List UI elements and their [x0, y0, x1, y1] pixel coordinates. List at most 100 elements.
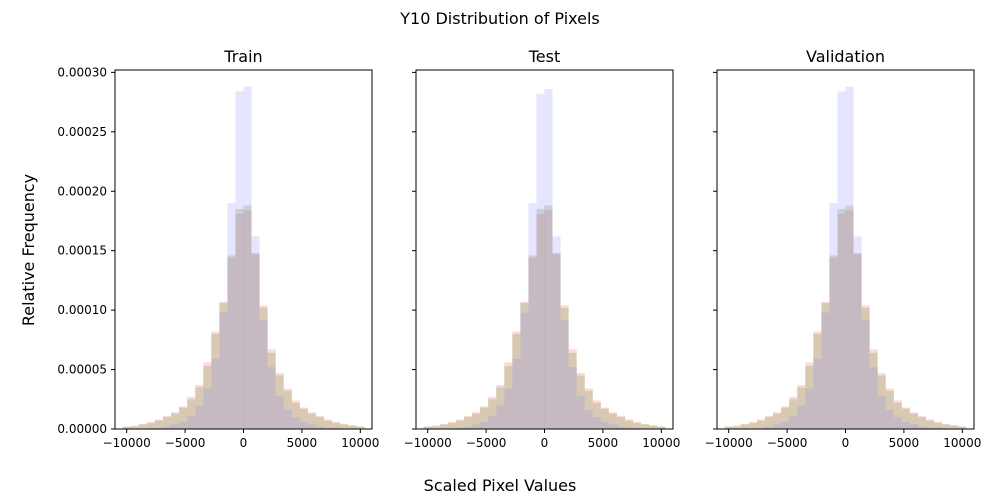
histogram-bar [909, 413, 918, 429]
histogram-bar [724, 426, 733, 429]
histogram-bar [138, 424, 147, 429]
histogram-bar [146, 423, 155, 429]
histogram-bar [227, 255, 236, 429]
histogram-bar [633, 423, 642, 429]
histogram-bar [219, 312, 228, 429]
histogram-bar [227, 257, 236, 429]
histogram-bar [821, 301, 830, 429]
histogram-bar [600, 407, 609, 429]
histogram-bar [496, 405, 505, 429]
histogram-bar [122, 426, 131, 429]
histogram-bar [219, 302, 228, 429]
histogram-bar [480, 421, 489, 429]
histogram-bar [926, 419, 935, 429]
histogram-bar [171, 412, 180, 429]
histogram-bar [950, 425, 959, 429]
histogram-bar [138, 424, 147, 429]
histogram-bar [203, 362, 212, 429]
histogram-bar [877, 395, 886, 429]
histogram-bar [797, 387, 806, 429]
histogram-bar [528, 203, 537, 429]
histogram-bar [885, 388, 894, 429]
histogram-bar [356, 426, 365, 429]
histogram-bar [243, 205, 252, 429]
histogram-bar [926, 420, 935, 429]
histogram-bar [805, 362, 814, 429]
histogram-bar [901, 421, 910, 429]
histogram-bar [324, 419, 333, 429]
histogram-bar [625, 427, 634, 429]
histogram-bar [821, 302, 830, 429]
histogram-bar [496, 385, 505, 429]
y-tick-label: 0.00025 [57, 125, 107, 139]
histogram-bar [463, 417, 473, 429]
histogram-series-3 [154, 86, 341, 430]
x-tick-label: −5000 [767, 436, 808, 450]
histogram-bar [552, 236, 561, 429]
histogram-bar [291, 417, 300, 429]
histogram-bar [544, 205, 553, 429]
histogram-bar [764, 426, 774, 429]
x-tick-label: −10000 [103, 436, 151, 450]
histogram-bar [813, 358, 822, 429]
y-tick-label: 0.00000 [57, 422, 107, 436]
histogram-bar [536, 209, 545, 429]
histogram-bar [576, 375, 585, 429]
histogram-bar [608, 412, 617, 429]
x-tick-label: 5000 [889, 436, 920, 450]
histogram-bar [315, 417, 325, 429]
histogram-bar [592, 400, 601, 429]
histogram-bar [348, 425, 357, 429]
histogram-bar [243, 86, 252, 429]
x-tick-label: 0 [240, 436, 248, 450]
x-tick-label: 5000 [287, 436, 318, 450]
histogram-bar [520, 302, 529, 429]
histogram-bar [291, 402, 300, 429]
histogram-bar [657, 426, 666, 429]
histogram-bar [740, 424, 749, 429]
histogram-bar [480, 407, 489, 429]
histogram-bar [756, 420, 765, 429]
histogram-bar [179, 406, 188, 429]
x-tick-label: 0 [842, 436, 850, 450]
subplot-3: Validation −10000 −5000 0 5000 10000 [705, 47, 982, 450]
histogram-bar [162, 426, 172, 429]
histogram-bar [307, 424, 316, 429]
histogram-bar [195, 387, 204, 429]
histogram-bar [576, 373, 585, 429]
histogram-bar [813, 331, 822, 429]
histogram-bar [187, 399, 196, 429]
histogram-bar [267, 352, 276, 429]
histogram-bar [283, 409, 292, 429]
histogram-bar [356, 426, 365, 429]
histogram-bar [958, 426, 967, 429]
histogram-bar [756, 427, 765, 429]
histogram-bar [926, 427, 935, 429]
y-tick-label: 0.00010 [57, 303, 107, 317]
histogram-bar [657, 426, 666, 429]
histogram-bar [649, 425, 658, 429]
histogram-bar [520, 312, 529, 429]
histogram-bar [917, 426, 927, 429]
histogram-bar [211, 331, 220, 429]
histogram-bar [934, 421, 943, 429]
histogram-bar [781, 406, 790, 429]
x-tick-label: 5000 [588, 436, 619, 450]
histogram-bar [764, 415, 774, 429]
histogram-bar [901, 408, 910, 429]
histogram-bar [568, 349, 577, 429]
histogram-bar [917, 417, 927, 429]
histogram-bar [641, 424, 650, 429]
histogram-bar [600, 408, 609, 429]
histogram-bar [845, 86, 854, 429]
histogram-bar [560, 307, 569, 429]
histogram-bar [259, 305, 268, 429]
histogram-bar [439, 424, 448, 429]
histogram-bar [829, 255, 838, 429]
histogram-bar [608, 413, 617, 429]
histogram-bar [211, 333, 220, 429]
histogram-bar [909, 424, 918, 429]
histogram-bar [332, 427, 341, 429]
histogram-bar [219, 301, 228, 429]
histogram-bar [773, 412, 782, 429]
